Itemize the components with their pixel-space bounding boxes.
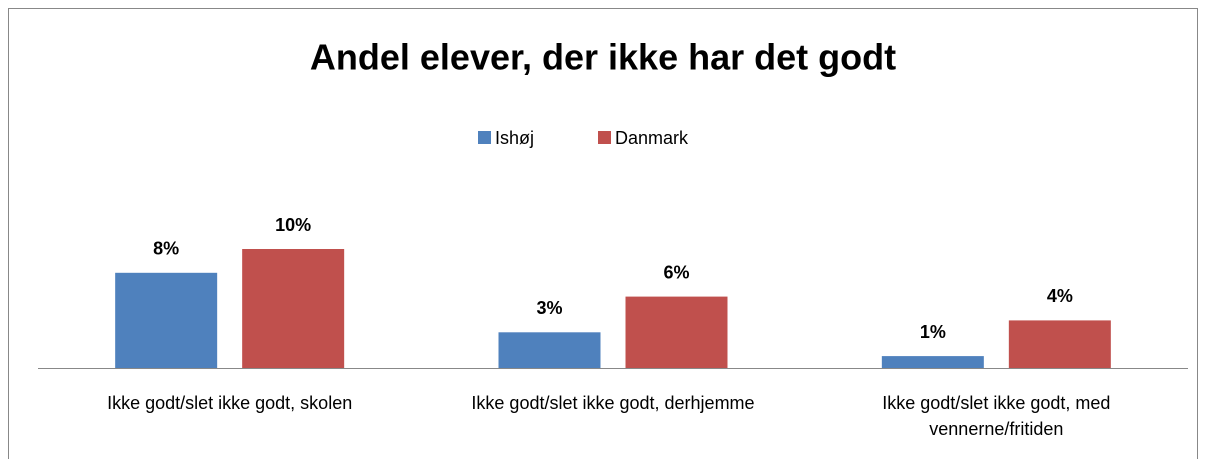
chart-frame bbox=[8, 8, 1198, 459]
data-label: 3% bbox=[536, 298, 562, 318]
bar bbox=[1008, 320, 1111, 368]
legend-label: Ishøj bbox=[495, 128, 534, 148]
chart-title: Andel elever, der ikke har det godt bbox=[310, 37, 896, 78]
bar bbox=[881, 356, 984, 368]
legend-swatch bbox=[478, 131, 491, 144]
data-label: 6% bbox=[663, 262, 689, 282]
bar bbox=[498, 332, 601, 368]
data-label: 4% bbox=[1047, 286, 1073, 306]
x-tick-label: Ikke godt/slet ikke godt, med vennerne/f… bbox=[882, 393, 1111, 439]
x-tick-label: Ikke godt/slet ikke godt, derhjemme bbox=[471, 393, 755, 413]
data-label: 10% bbox=[275, 215, 311, 235]
legend-label: Danmark bbox=[615, 128, 689, 148]
bar bbox=[242, 249, 345, 368]
legend-swatch bbox=[598, 131, 611, 144]
data-label: 1% bbox=[920, 322, 946, 342]
bar bbox=[115, 272, 218, 368]
x-tick-label: Ikke godt/slet ikke godt, skolen bbox=[107, 393, 353, 413]
bar bbox=[625, 296, 728, 368]
data-label: 8% bbox=[153, 239, 179, 259]
